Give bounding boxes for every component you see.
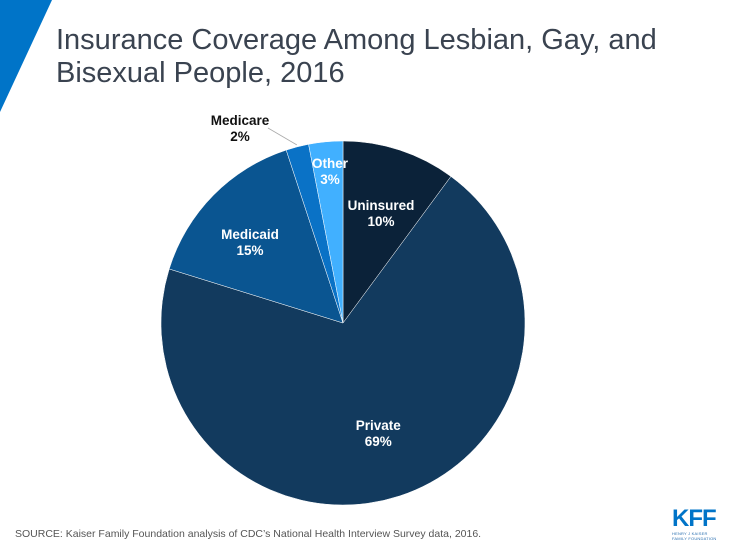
slice-value-medicare: 2% <box>230 129 250 144</box>
pie-slice-uninsured <box>342 140 452 324</box>
slice-value-private: 69% <box>365 434 392 449</box>
pie-slice-medicaid <box>168 149 344 324</box>
slice-label-medicaid: Medicaid <box>221 227 279 242</box>
chart-title: Insurance Coverage Among Lesbian, Gay, a… <box>56 24 657 89</box>
corner-accent-shape <box>0 0 52 112</box>
source-note: SOURCE: Kaiser Family Foundation analysi… <box>15 528 482 540</box>
slice-value-medicaid: 15% <box>236 243 263 258</box>
logo-subline-1: HENRY J KAISER <box>672 531 708 536</box>
slice-value-other: 3% <box>320 172 340 187</box>
pie-slice-other <box>308 140 344 324</box>
kff-logo: KFF HENRY J KAISER FAMILY FOUNDATION <box>672 505 724 542</box>
slice-label-uninsured: Uninsured <box>348 198 415 213</box>
slice-label-other: Other <box>312 156 349 171</box>
slice-value-uninsured: 10% <box>367 214 394 229</box>
logo-text: KFF <box>672 505 717 532</box>
logo-subline-2: FAMILY FOUNDATION <box>672 536 717 541</box>
slice-label-medicare: Medicare <box>211 113 270 128</box>
slice-label-private: Private <box>356 418 402 433</box>
pie-slice-private <box>160 176 526 506</box>
leader-line-medicare <box>267 127 297 146</box>
